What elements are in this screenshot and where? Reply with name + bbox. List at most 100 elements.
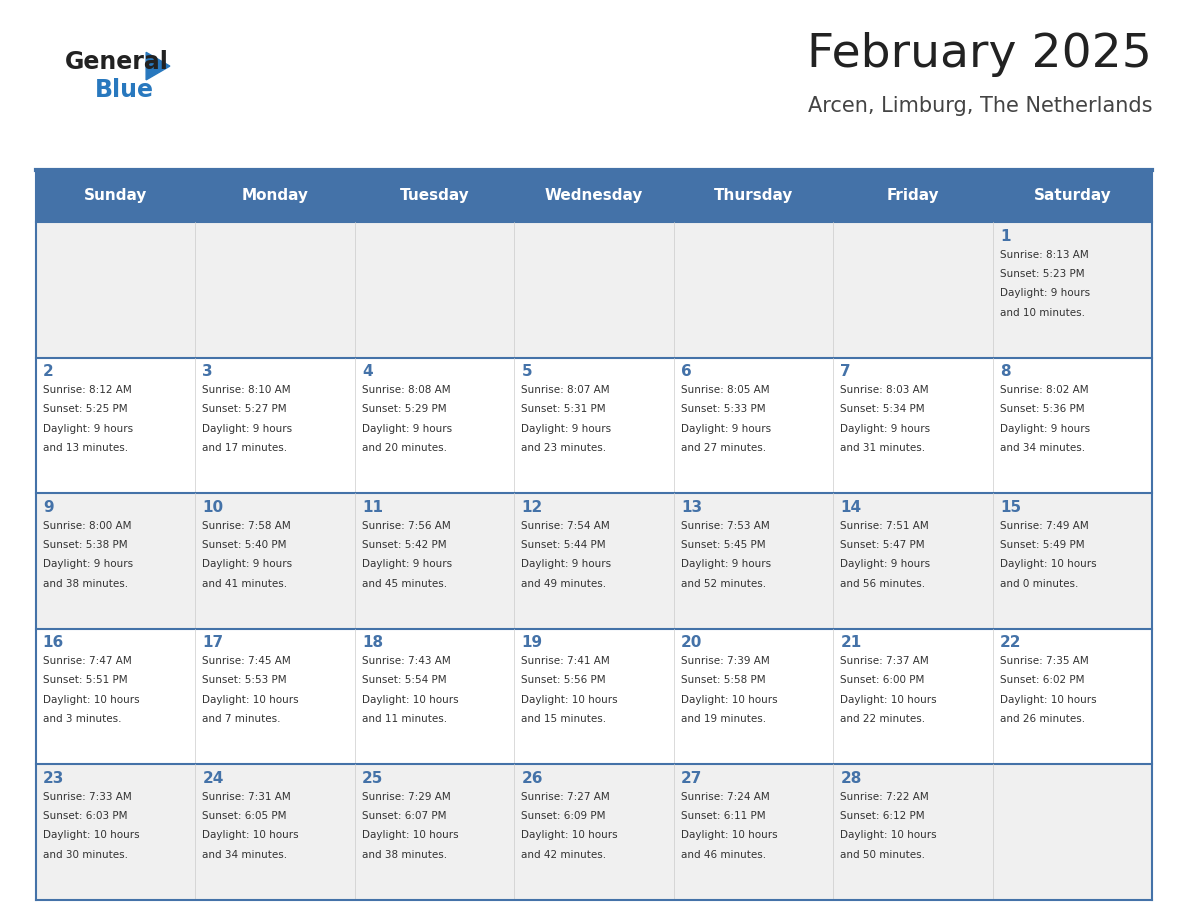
Text: Monday: Monday bbox=[241, 188, 309, 204]
Text: Arcen, Limburg, The Netherlands: Arcen, Limburg, The Netherlands bbox=[808, 96, 1152, 117]
Text: Sunrise: 7:54 AM: Sunrise: 7:54 AM bbox=[522, 521, 611, 531]
Text: 26: 26 bbox=[522, 770, 543, 786]
Text: Daylight: 9 hours: Daylight: 9 hours bbox=[362, 559, 451, 569]
Text: 5: 5 bbox=[522, 364, 532, 379]
Text: 20: 20 bbox=[681, 635, 702, 650]
Text: Sunrise: 7:45 AM: Sunrise: 7:45 AM bbox=[202, 656, 291, 666]
Text: and 13 minutes.: and 13 minutes. bbox=[43, 443, 128, 453]
Text: and 31 minutes.: and 31 minutes. bbox=[840, 443, 925, 453]
Text: and 45 minutes.: and 45 minutes. bbox=[362, 578, 447, 588]
Text: 6: 6 bbox=[681, 364, 691, 379]
Text: 27: 27 bbox=[681, 770, 702, 786]
Text: Sunset: 6:05 PM: Sunset: 6:05 PM bbox=[202, 811, 286, 821]
Text: Daylight: 10 hours: Daylight: 10 hours bbox=[43, 695, 139, 705]
Text: Daylight: 9 hours: Daylight: 9 hours bbox=[202, 559, 292, 569]
Text: Sunset: 5:49 PM: Sunset: 5:49 PM bbox=[1000, 540, 1085, 550]
Text: Thursday: Thursday bbox=[714, 188, 794, 204]
Text: Sunset: 5:33 PM: Sunset: 5:33 PM bbox=[681, 405, 765, 414]
Text: Daylight: 10 hours: Daylight: 10 hours bbox=[202, 830, 299, 840]
Text: 25: 25 bbox=[362, 770, 384, 786]
Text: Daylight: 10 hours: Daylight: 10 hours bbox=[681, 830, 777, 840]
Text: Daylight: 9 hours: Daylight: 9 hours bbox=[840, 424, 930, 433]
Text: 19: 19 bbox=[522, 635, 543, 650]
Text: Daylight: 10 hours: Daylight: 10 hours bbox=[840, 830, 937, 840]
Text: Sunset: 6:11 PM: Sunset: 6:11 PM bbox=[681, 811, 765, 821]
Text: Daylight: 10 hours: Daylight: 10 hours bbox=[1000, 695, 1097, 705]
Text: and 38 minutes.: and 38 minutes. bbox=[362, 849, 447, 859]
Text: and 19 minutes.: and 19 minutes. bbox=[681, 714, 766, 724]
Text: Sunset: 5:34 PM: Sunset: 5:34 PM bbox=[840, 405, 925, 414]
Text: and 22 minutes.: and 22 minutes. bbox=[840, 714, 925, 724]
Text: and 3 minutes.: and 3 minutes. bbox=[43, 714, 121, 724]
Text: and 41 minutes.: and 41 minutes. bbox=[202, 578, 287, 588]
Text: Daylight: 9 hours: Daylight: 9 hours bbox=[1000, 424, 1091, 433]
Text: 12: 12 bbox=[522, 499, 543, 515]
Text: and 26 minutes.: and 26 minutes. bbox=[1000, 714, 1085, 724]
Bar bbox=[36, 764, 1152, 900]
Text: Daylight: 9 hours: Daylight: 9 hours bbox=[681, 559, 771, 569]
Text: Sunrise: 7:53 AM: Sunrise: 7:53 AM bbox=[681, 521, 770, 531]
Text: and 0 minutes.: and 0 minutes. bbox=[1000, 578, 1079, 588]
Text: and 30 minutes.: and 30 minutes. bbox=[43, 849, 128, 859]
Text: Sunrise: 7:22 AM: Sunrise: 7:22 AM bbox=[840, 791, 929, 801]
Text: and 20 minutes.: and 20 minutes. bbox=[362, 443, 447, 453]
Text: Sunrise: 8:02 AM: Sunrise: 8:02 AM bbox=[1000, 386, 1088, 395]
Bar bbox=[36, 170, 1152, 222]
Text: Sunrise: 7:33 AM: Sunrise: 7:33 AM bbox=[43, 791, 132, 801]
Text: 24: 24 bbox=[202, 770, 223, 786]
Text: Sunrise: 7:51 AM: Sunrise: 7:51 AM bbox=[840, 521, 929, 531]
Text: Daylight: 9 hours: Daylight: 9 hours bbox=[362, 424, 451, 433]
Text: Sunrise: 7:27 AM: Sunrise: 7:27 AM bbox=[522, 791, 611, 801]
Text: Sunrise: 7:24 AM: Sunrise: 7:24 AM bbox=[681, 791, 770, 801]
Text: Daylight: 9 hours: Daylight: 9 hours bbox=[202, 424, 292, 433]
Text: and 50 minutes.: and 50 minutes. bbox=[840, 849, 925, 859]
Text: Sunrise: 7:35 AM: Sunrise: 7:35 AM bbox=[1000, 656, 1088, 666]
Text: 2: 2 bbox=[43, 364, 53, 379]
Text: Daylight: 10 hours: Daylight: 10 hours bbox=[43, 830, 139, 840]
Text: 17: 17 bbox=[202, 635, 223, 650]
Text: Sunday: Sunday bbox=[83, 188, 147, 204]
Text: and 52 minutes.: and 52 minutes. bbox=[681, 578, 766, 588]
Text: Daylight: 9 hours: Daylight: 9 hours bbox=[681, 424, 771, 433]
Text: Tuesday: Tuesday bbox=[399, 188, 469, 204]
Text: Daylight: 9 hours: Daylight: 9 hours bbox=[43, 559, 133, 569]
Text: Sunrise: 7:41 AM: Sunrise: 7:41 AM bbox=[522, 656, 611, 666]
Text: Sunrise: 7:58 AM: Sunrise: 7:58 AM bbox=[202, 521, 291, 531]
Text: Sunset: 5:36 PM: Sunset: 5:36 PM bbox=[1000, 405, 1085, 414]
Bar bbox=[36, 629, 1152, 764]
Text: Sunrise: 8:03 AM: Sunrise: 8:03 AM bbox=[840, 386, 929, 395]
Text: Daylight: 9 hours: Daylight: 9 hours bbox=[522, 559, 612, 569]
Text: Daylight: 10 hours: Daylight: 10 hours bbox=[202, 695, 299, 705]
Text: 9: 9 bbox=[43, 499, 53, 515]
Text: 28: 28 bbox=[840, 770, 861, 786]
Text: and 42 minutes.: and 42 minutes. bbox=[522, 849, 607, 859]
Text: 3: 3 bbox=[202, 364, 213, 379]
Text: Sunset: 5:38 PM: Sunset: 5:38 PM bbox=[43, 540, 127, 550]
Text: Sunset: 5:23 PM: Sunset: 5:23 PM bbox=[1000, 269, 1085, 279]
Text: Sunset: 5:53 PM: Sunset: 5:53 PM bbox=[202, 676, 287, 686]
Text: February 2025: February 2025 bbox=[808, 32, 1152, 77]
Text: Sunrise: 7:31 AM: Sunrise: 7:31 AM bbox=[202, 791, 291, 801]
Text: Sunset: 5:29 PM: Sunset: 5:29 PM bbox=[362, 405, 447, 414]
Text: Sunrise: 8:13 AM: Sunrise: 8:13 AM bbox=[1000, 250, 1088, 260]
Text: Sunset: 6:07 PM: Sunset: 6:07 PM bbox=[362, 811, 447, 821]
Text: Daylight: 10 hours: Daylight: 10 hours bbox=[362, 695, 459, 705]
Text: 7: 7 bbox=[840, 364, 851, 379]
Text: and 56 minutes.: and 56 minutes. bbox=[840, 578, 925, 588]
Text: and 11 minutes.: and 11 minutes. bbox=[362, 714, 447, 724]
Text: Sunrise: 7:43 AM: Sunrise: 7:43 AM bbox=[362, 656, 450, 666]
Text: and 7 minutes.: and 7 minutes. bbox=[202, 714, 280, 724]
Text: Wednesday: Wednesday bbox=[545, 188, 643, 204]
Text: 13: 13 bbox=[681, 499, 702, 515]
Text: Sunset: 6:02 PM: Sunset: 6:02 PM bbox=[1000, 676, 1085, 686]
Text: Sunset: 6:09 PM: Sunset: 6:09 PM bbox=[522, 811, 606, 821]
Text: Sunrise: 8:08 AM: Sunrise: 8:08 AM bbox=[362, 386, 450, 395]
Text: Sunset: 5:51 PM: Sunset: 5:51 PM bbox=[43, 676, 127, 686]
Text: and 46 minutes.: and 46 minutes. bbox=[681, 849, 766, 859]
Text: 1: 1 bbox=[1000, 229, 1011, 243]
Text: Sunset: 5:56 PM: Sunset: 5:56 PM bbox=[522, 676, 606, 686]
Text: Sunrise: 8:05 AM: Sunrise: 8:05 AM bbox=[681, 386, 770, 395]
Text: Saturday: Saturday bbox=[1034, 188, 1112, 204]
Polygon shape bbox=[146, 52, 170, 80]
Text: Daylight: 10 hours: Daylight: 10 hours bbox=[1000, 559, 1097, 569]
